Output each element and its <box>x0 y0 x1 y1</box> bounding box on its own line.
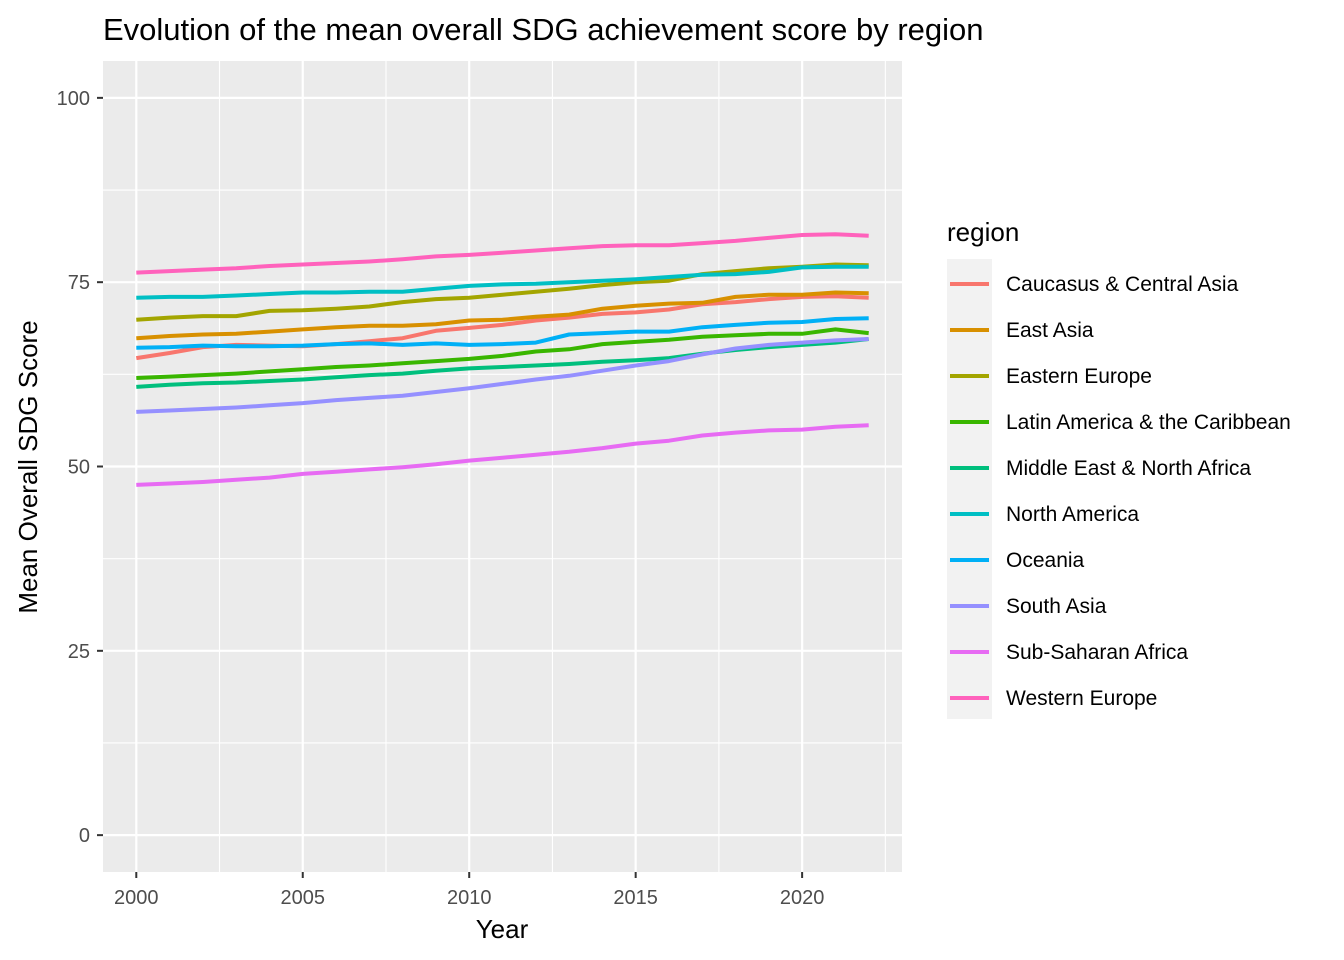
legend-label: Oceania <box>1006 549 1085 572</box>
y-tick-label: 25 <box>68 641 90 663</box>
x-tick-label: 2010 <box>447 887 492 909</box>
legend-title: region <box>947 217 1019 247</box>
x-tick-label: 2015 <box>613 887 658 909</box>
series-lines <box>135 232 869 487</box>
legend-label: Western Europe <box>1006 687 1157 710</box>
y-tick-label: 50 <box>68 457 90 479</box>
major-gridlines <box>103 61 902 872</box>
y-axis-title: Mean Overall SDG Score <box>13 320 43 613</box>
legend-label: Latin America & the Caribbean <box>1006 411 1291 434</box>
y-axis: 0 25 50 75 100 <box>57 88 103 847</box>
legend-label: Caucasus & Central Asia <box>1006 273 1239 296</box>
legend-label: North America <box>1006 503 1139 526</box>
legend-label: South Asia <box>1006 595 1107 618</box>
y-tick-label: 75 <box>68 272 90 294</box>
legend-label: East Asia <box>1006 319 1094 342</box>
series-line <box>136 316 869 350</box>
x-tick-label: 2020 <box>780 887 825 909</box>
legend-label: Eastern Europe <box>1006 365 1152 388</box>
legend: region Caucasus & Central Asia East Asia E… <box>947 217 1291 719</box>
series-line <box>136 327 869 380</box>
legend-key-background <box>947 259 992 719</box>
series-line <box>136 337 869 414</box>
legend-label: Middle East & North Africa <box>1006 457 1251 480</box>
series-line <box>136 423 869 487</box>
x-tick-label: 2000 <box>114 887 159 909</box>
x-axis: 2000 2005 2010 2015 2020 <box>114 872 824 909</box>
legend-label: Sub-Saharan Africa <box>1006 641 1188 664</box>
series-line <box>136 290 869 341</box>
y-tick-label: 0 <box>79 825 90 847</box>
x-axis-title: Year <box>476 914 529 944</box>
y-tick-label: 100 <box>57 88 90 110</box>
x-tick-label: 2005 <box>281 887 326 909</box>
chart-title: Evolution of the mean overall SDG achiev… <box>103 12 984 47</box>
series-line <box>136 262 869 322</box>
legend-items: Caucasus & Central Asia East Asia Eastern … <box>950 273 1291 710</box>
series-line <box>136 232 869 275</box>
series-line <box>136 264 869 300</box>
